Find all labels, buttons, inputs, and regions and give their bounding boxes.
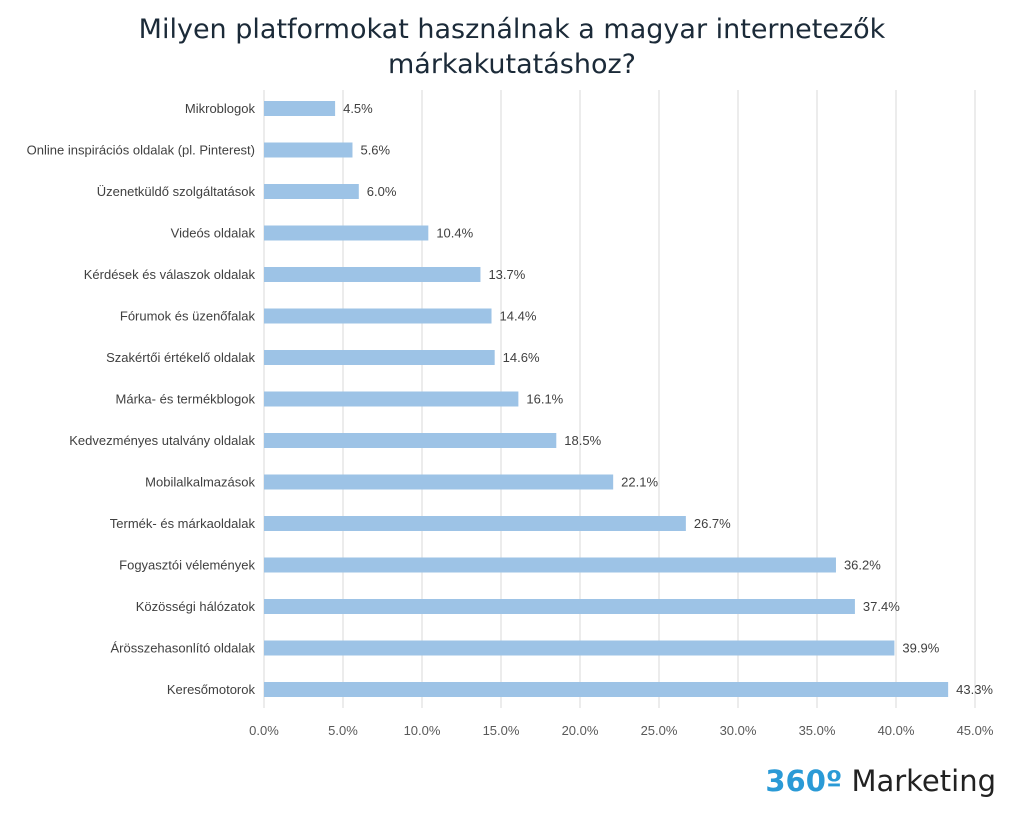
category-label: Árösszehasonlító oldalak [110,641,255,656]
category-label: Szakértői értékelő oldalak [106,350,255,365]
category-label: Keresőmotorok [167,682,256,697]
chart-title-line-1: Milyen platformokat használnak a magyar … [138,14,886,45]
data-label: 5.6% [360,143,390,158]
data-label: 22.1% [621,475,658,490]
x-tick-label: 45.0% [957,723,994,738]
bar [264,433,557,448]
x-tick-label: 0.0% [249,723,279,738]
brand-number: 360º [765,764,843,798]
bar [264,225,429,241]
x-tick-label: 35.0% [799,723,836,738]
x-tick-label: 40.0% [878,723,915,738]
brand-logo: 360º Marketing [765,764,996,798]
bar [264,391,519,407]
category-label: Fogyasztói vélemények [119,558,255,573]
bar [264,308,492,324]
data-label: 6.0% [367,184,397,199]
category-label: Fórumok és üzenőfalak [120,309,256,324]
x-tick-label: 20.0% [562,723,599,738]
chart-title-line-2: márkakutatáshoz? [387,49,637,80]
data-label: 18.5% [564,433,601,448]
bar [264,599,855,614]
x-tick-label: 25.0% [641,723,678,738]
bar [264,516,686,531]
category-label: Termék- és márkaoldalak [110,516,256,531]
bar [264,474,614,490]
bar [264,682,949,697]
data-label: 14.6% [503,350,540,365]
bar [264,557,836,573]
data-label: 43.3% [956,682,993,697]
category-label: Kérdések és válaszok oldalak [84,267,256,282]
x-tick-label: 10.0% [404,723,441,738]
bar [264,350,495,365]
data-label: 37.4% [863,599,900,614]
data-label: 14.4% [500,309,537,324]
x-tick-label: 30.0% [720,723,757,738]
data-label: 13.7% [488,267,525,282]
category-label: Kedvezményes utalvány oldalak [69,433,255,448]
bar [264,101,336,116]
x-tick-label: 5.0% [328,723,358,738]
bar [264,184,359,199]
category-label: Közösségi hálózatok [136,599,256,614]
data-label: 36.2% [844,558,881,573]
category-label: Online inspirációs oldalak (pl. Pinteres… [27,143,255,158]
bar [264,640,895,656]
bar [264,267,481,282]
data-label: 39.9% [902,641,939,656]
data-label: 16.1% [526,392,563,407]
category-label: Videós oldalak [171,226,256,241]
data-label: 10.4% [436,226,473,241]
category-label: Üzenetküldő szolgáltatások [97,184,256,199]
category-label: Mobilalkalmazások [145,475,255,490]
category-label: Márka- és termékblogok [116,392,256,407]
data-label: 26.7% [694,516,731,531]
x-tick-label: 15.0% [483,723,520,738]
bar [264,142,353,158]
data-label: 4.5% [343,101,373,116]
category-label: Mikroblogok [185,101,256,116]
brand-name: Marketing [851,764,996,798]
chart-title: Milyen platformokat használnak a magyar … [0,12,1024,82]
